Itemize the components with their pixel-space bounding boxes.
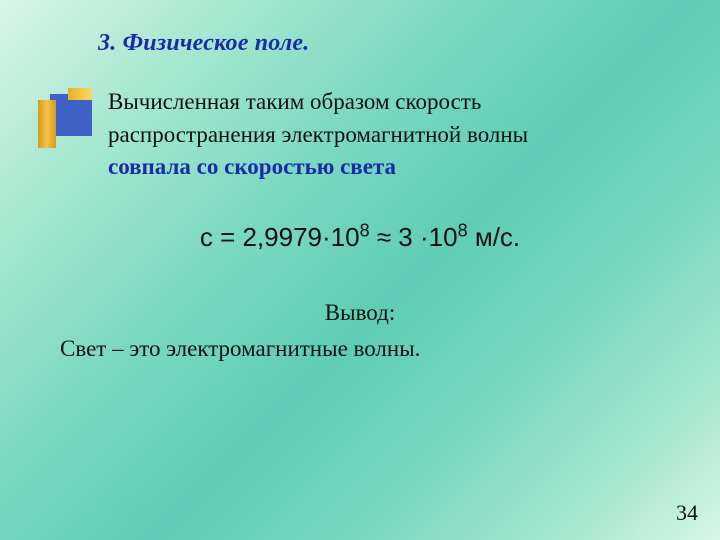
body-line-2: распространения электромагнитной волны xyxy=(108,122,528,147)
bullet-bar-gold-top xyxy=(68,88,92,100)
formula-exp2: 8 xyxy=(458,220,468,240)
conclusion-text: Свет – это электромагнитные волны. xyxy=(60,336,420,362)
formula-exp1: 8 xyxy=(360,220,370,240)
formula-approx: ≈ 3 ·10 xyxy=(370,222,458,252)
bullet-decoration xyxy=(38,88,94,150)
formula-unit: м/с. xyxy=(468,222,521,252)
bullet-square-blue xyxy=(50,94,92,136)
body-line-3-highlight: совпала со скоростью света xyxy=(108,154,396,179)
conclusion-label: Вывод: xyxy=(0,300,720,326)
slide-heading: 3. Физическое поле. xyxy=(98,30,309,57)
formula: с = 2,9979·108 ≈ 3 ·108 м/с. xyxy=(0,222,720,253)
formula-lhs: с = 2,9979·10 xyxy=(200,222,360,252)
body-line-1: Вычисленная таким образом скорость xyxy=(108,89,481,114)
bullet-bar-gold xyxy=(38,100,56,148)
page-number: 34 xyxy=(676,500,698,526)
body-paragraph: Вычисленная таким образом скорость распр… xyxy=(108,86,668,184)
